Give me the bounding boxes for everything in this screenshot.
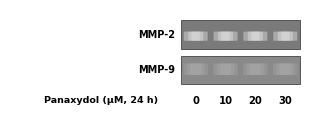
FancyBboxPatch shape bbox=[184, 63, 208, 75]
Text: MMP-2: MMP-2 bbox=[139, 30, 176, 40]
FancyBboxPatch shape bbox=[218, 32, 233, 41]
FancyBboxPatch shape bbox=[213, 63, 238, 75]
FancyBboxPatch shape bbox=[243, 63, 268, 75]
FancyBboxPatch shape bbox=[276, 63, 294, 75]
FancyBboxPatch shape bbox=[250, 63, 261, 75]
FancyBboxPatch shape bbox=[192, 32, 200, 41]
FancyBboxPatch shape bbox=[278, 32, 293, 41]
FancyBboxPatch shape bbox=[220, 63, 231, 75]
FancyBboxPatch shape bbox=[248, 32, 263, 41]
FancyBboxPatch shape bbox=[188, 32, 203, 41]
FancyBboxPatch shape bbox=[184, 32, 208, 41]
Text: 0: 0 bbox=[192, 96, 199, 106]
Bar bbox=[181, 56, 300, 84]
FancyBboxPatch shape bbox=[273, 32, 297, 41]
FancyBboxPatch shape bbox=[280, 63, 291, 75]
FancyBboxPatch shape bbox=[214, 32, 238, 41]
Text: 30: 30 bbox=[278, 96, 292, 106]
FancyBboxPatch shape bbox=[244, 32, 267, 41]
FancyBboxPatch shape bbox=[281, 32, 289, 41]
FancyBboxPatch shape bbox=[247, 63, 264, 75]
FancyBboxPatch shape bbox=[187, 63, 205, 75]
FancyBboxPatch shape bbox=[251, 32, 260, 41]
Text: 20: 20 bbox=[249, 96, 262, 106]
FancyBboxPatch shape bbox=[273, 63, 297, 75]
Text: MMP-9: MMP-9 bbox=[139, 65, 176, 75]
FancyBboxPatch shape bbox=[221, 32, 230, 41]
FancyBboxPatch shape bbox=[190, 63, 201, 75]
FancyBboxPatch shape bbox=[217, 63, 234, 75]
Text: 10: 10 bbox=[218, 96, 232, 106]
Text: Panaxydol (μM, 24 h): Panaxydol (μM, 24 h) bbox=[45, 96, 158, 105]
Bar bbox=[181, 20, 300, 49]
